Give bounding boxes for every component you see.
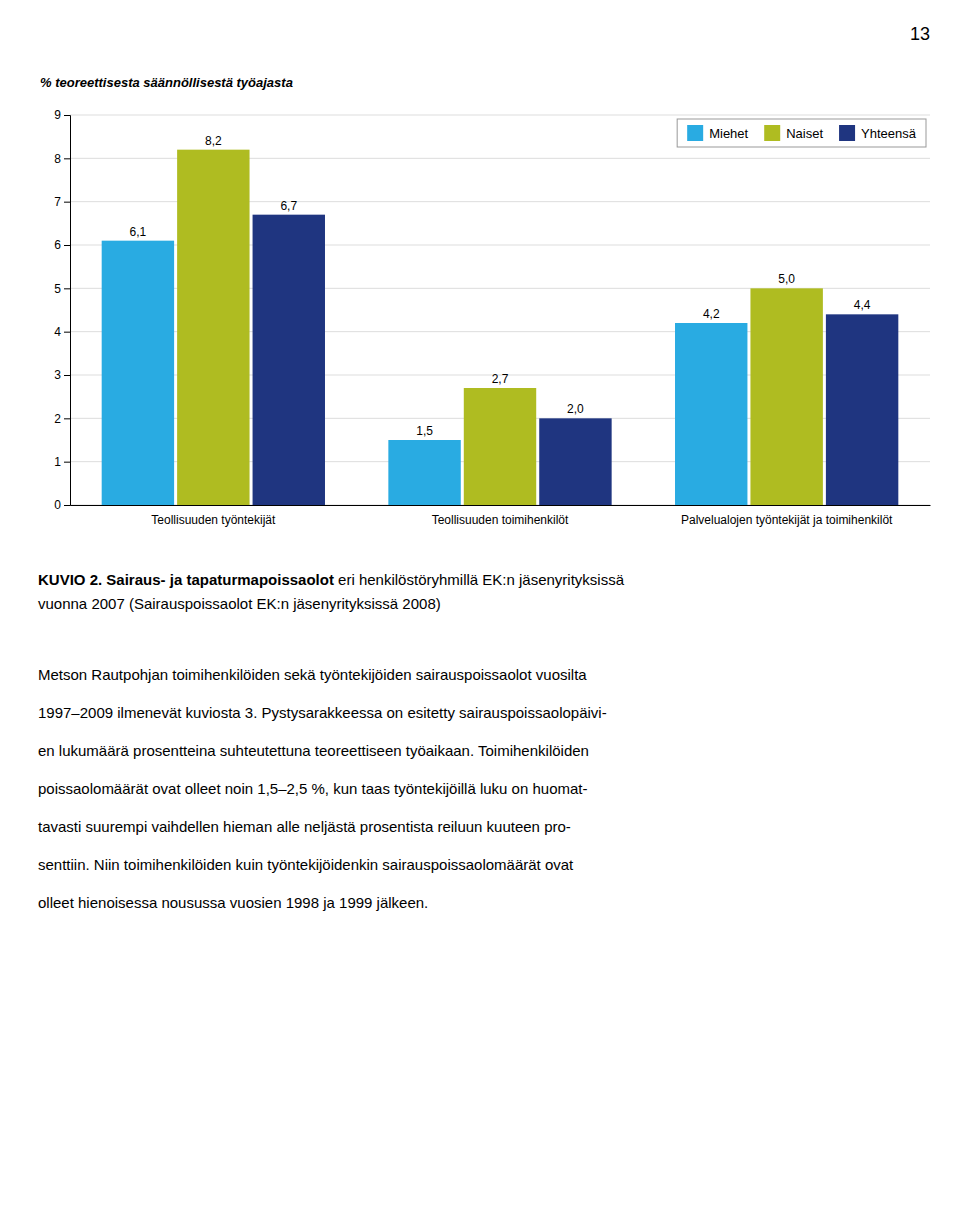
y-tick-label: 9 <box>54 108 61 122</box>
x-axis-line <box>71 505 931 506</box>
body-line: tavasti suurempi vaihdellen hieman alle … <box>38 818 571 835</box>
y-tick-mark <box>64 158 70 159</box>
bar <box>539 418 611 505</box>
bar <box>102 241 174 505</box>
x-tick-label: Palvelualojen työntekijät ja toimihenkil… <box>681 513 893 527</box>
data-label: 1,5 <box>416 424 433 438</box>
y-tick-mark <box>64 418 70 419</box>
x-tick: Teollisuuden toimihenkilöt <box>432 513 569 527</box>
y-tick-mark <box>64 202 70 203</box>
grid <box>70 115 930 505</box>
y-axis: 0 1 2 3 4 5 6 7 8 9 <box>54 108 70 512</box>
y-tick: 3 <box>54 368 70 382</box>
data-labels: 6,1 1,5 4,2 8,2 2,7 5,0 6,7 2,0 4,4 <box>130 134 871 438</box>
caption: KUVIO 2. Sairaus- ja tapaturmapoissaolot… <box>38 571 625 612</box>
page: 13% teoreettisesta säännöllisestä työaja… <box>0 0 960 1215</box>
legend-swatch <box>764 125 780 141</box>
bars <box>102 150 899 505</box>
legend-label: Naiset <box>786 126 823 141</box>
y-tick-mark <box>64 462 70 463</box>
y-tick-label: 2 <box>54 412 61 426</box>
y-tick: 2 <box>54 412 70 426</box>
y-tick: 1 <box>54 455 70 469</box>
bar-series <box>177 150 823 505</box>
bar <box>826 314 898 505</box>
body-line: en lukumäärä prosentteina suhteutettuna … <box>38 742 589 759</box>
legend-label: Yhteensä <box>861 126 917 141</box>
y-tick-label: 4 <box>54 325 61 339</box>
legend-item: Yhteensä <box>839 125 917 141</box>
caption-line: vuonna 2007 (Sairauspoissaolot EK:n jäse… <box>38 595 441 612</box>
body-line: senttiin. Niin toimihenkilöiden kuin työ… <box>38 856 574 873</box>
bar <box>388 440 460 505</box>
legend-item: Naiset <box>764 125 823 141</box>
y-tick-mark <box>64 332 70 333</box>
page-number: 13 <box>910 24 930 44</box>
bar <box>177 150 249 505</box>
y-axis-line <box>64 116 71 506</box>
caption-segment: vuonna 2007 (Sairauspoissaolot EK:n jäse… <box>38 595 441 612</box>
bar-series <box>253 215 899 505</box>
legend-swatch <box>687 125 703 141</box>
y-tick-label: 5 <box>54 282 61 296</box>
y-tick-label: 3 <box>54 368 61 382</box>
data-label: 8,2 <box>205 134 222 148</box>
data-label: 2,7 <box>492 372 509 386</box>
data-label: 5,0 <box>778 272 795 286</box>
y-tick-mark <box>64 375 70 376</box>
caption-segment: KUVIO 2. Sairaus- ja tapaturmapoissaolot <box>38 571 334 588</box>
data-label: 2,0 <box>567 402 584 416</box>
y-tick-mark <box>64 288 70 289</box>
y-tick-label: 8 <box>54 152 61 166</box>
x-axis: Teollisuuden työntekijät Teollisuuden toi… <box>71 506 931 527</box>
x-tick-label: Teollisuuden työntekijät <box>151 513 276 527</box>
body-text: Metson Rautpohjan toimihenkilöiden sekä … <box>38 666 607 911</box>
y-tick: 6 <box>54 238 70 252</box>
y-tick-mark <box>64 245 70 246</box>
y-tick-label: 0 <box>54 498 61 512</box>
data-label: 6,7 <box>280 199 297 213</box>
y-tick-label: 6 <box>54 238 61 252</box>
bar <box>253 215 325 505</box>
caption-segment: eri henkilöstöryhmillä EK:n jäsenyrityks… <box>334 571 625 588</box>
y-tick-label: 7 <box>54 195 61 209</box>
data-label: 6,1 <box>130 225 147 239</box>
bar <box>675 323 747 505</box>
legend: Miehet Naiset Yhteensä <box>677 119 926 147</box>
body-line: poissaolomäärät ovat olleet noin 1,5–2,5… <box>38 780 588 797</box>
y-tick-mark <box>64 115 70 116</box>
y-tick-mark <box>64 505 70 506</box>
body-line: Metson Rautpohjan toimihenkilöiden sekä … <box>38 666 587 683</box>
x-tick-label: Teollisuuden toimihenkilöt <box>432 513 569 527</box>
y-tick: 5 <box>54 282 70 296</box>
y-tick: 0 <box>54 498 70 512</box>
y-axis-title: % teoreettisesta säännöllisestä työajast… <box>40 75 293 90</box>
body-line: 1997–2009 ilmenevät kuviosta 3. Pystysar… <box>38 704 607 721</box>
y-tick: 4 <box>54 325 70 339</box>
y-tick: 7 <box>54 195 70 209</box>
caption-line: KUVIO 2. Sairaus- ja tapaturmapoissaolot… <box>38 571 625 588</box>
body-line: olleet hienoisessa nousussa vuosien 1998… <box>38 894 428 911</box>
bar <box>750 288 822 505</box>
y-tick: 9 <box>54 108 70 122</box>
legend-swatch <box>839 125 855 141</box>
legend-item: Miehet <box>687 125 748 141</box>
y-tick: 8 <box>54 152 70 166</box>
x-tick: Palvelualojen työntekijät ja toimihenkil… <box>681 513 893 527</box>
grid-line <box>70 115 930 116</box>
legend-box <box>677 119 926 147</box>
y-tick-label: 1 <box>54 455 61 469</box>
legend-label: Miehet <box>709 126 748 141</box>
data-label: 4,4 <box>854 298 871 312</box>
bar <box>464 388 536 505</box>
data-label: 4,2 <box>703 307 720 321</box>
x-tick: Teollisuuden työntekijät <box>151 513 276 527</box>
